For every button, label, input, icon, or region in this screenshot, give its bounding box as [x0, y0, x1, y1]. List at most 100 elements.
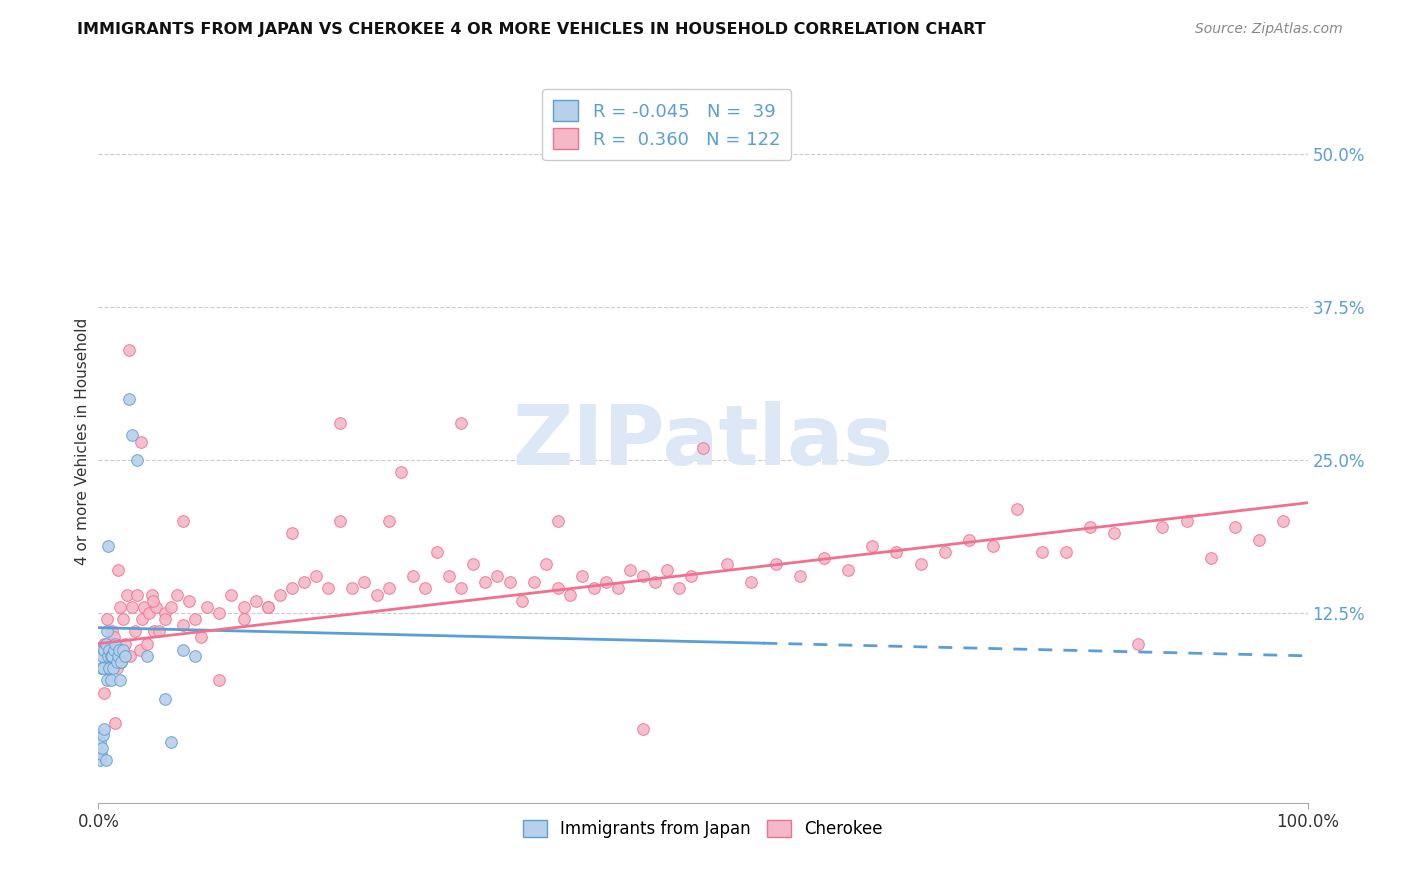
Point — [619, 563, 641, 577]
Point — [957, 533, 980, 547]
Point — [101, 648, 124, 663]
Point — [583, 582, 606, 596]
Point — [981, 539, 1004, 553]
Point — [1152, 520, 1174, 534]
Point — [110, 655, 132, 669]
Point — [110, 655, 132, 669]
Point — [108, 673, 131, 688]
Point — [184, 648, 207, 663]
Point — [377, 514, 399, 528]
Point — [107, 648, 129, 663]
Point — [143, 624, 166, 639]
Point — [179, 593, 201, 607]
Point — [138, 606, 160, 620]
Point — [103, 631, 125, 645]
Point — [142, 593, 165, 607]
Point — [1272, 514, 1295, 528]
Point — [765, 557, 787, 571]
Point — [93, 642, 115, 657]
Point — [91, 648, 114, 663]
Point — [98, 661, 121, 675]
Point — [90, 747, 112, 761]
Point — [172, 618, 194, 632]
Point — [486, 569, 509, 583]
Point — [153, 612, 176, 626]
Point — [523, 575, 546, 590]
Point — [631, 569, 654, 583]
Point — [463, 557, 485, 571]
Point — [96, 673, 118, 688]
Point — [208, 606, 231, 620]
Point — [105, 655, 128, 669]
Point — [97, 648, 120, 663]
Point — [91, 661, 114, 675]
Point — [305, 569, 328, 583]
Point — [104, 637, 127, 651]
Point — [101, 661, 124, 675]
Point — [118, 343, 141, 357]
Point — [97, 539, 120, 553]
Point — [534, 557, 557, 571]
Point — [128, 642, 150, 657]
Point — [547, 514, 569, 528]
Point — [292, 575, 315, 590]
Point — [1128, 637, 1150, 651]
Point — [1249, 533, 1271, 547]
Point — [245, 593, 267, 607]
Point — [100, 673, 122, 688]
Point — [108, 642, 131, 657]
Point — [94, 753, 117, 767]
Point — [172, 642, 194, 657]
Point — [860, 539, 883, 553]
Point — [129, 434, 152, 449]
Point — [329, 416, 352, 430]
Point — [716, 557, 738, 571]
Point — [121, 428, 143, 442]
Point — [195, 599, 218, 614]
Point — [402, 569, 425, 583]
Point — [90, 661, 112, 675]
Point — [740, 575, 762, 590]
Point — [886, 545, 908, 559]
Point — [135, 648, 157, 663]
Point — [281, 582, 304, 596]
Point — [127, 588, 149, 602]
Y-axis label: 4 or more Vehicles in Household: 4 or more Vehicles in Household — [75, 318, 90, 566]
Legend: Immigrants from Japan, Cherokee: Immigrants from Japan, Cherokee — [517, 814, 889, 845]
Point — [103, 642, 125, 657]
Point — [644, 575, 666, 590]
Point — [135, 637, 157, 651]
Point — [353, 575, 375, 590]
Point — [190, 631, 212, 645]
Point — [98, 642, 121, 657]
Point — [221, 588, 243, 602]
Point — [91, 740, 114, 755]
Point — [631, 723, 654, 737]
Point — [377, 582, 399, 596]
Point — [1007, 502, 1029, 516]
Point — [558, 588, 581, 602]
Point — [547, 582, 569, 596]
Point — [184, 612, 207, 626]
Point — [571, 569, 593, 583]
Point — [91, 648, 114, 663]
Point — [141, 588, 163, 602]
Point — [934, 545, 956, 559]
Point — [256, 599, 278, 614]
Point — [94, 637, 117, 651]
Point — [1102, 526, 1125, 541]
Point — [413, 582, 436, 596]
Point — [105, 661, 128, 675]
Point — [100, 624, 122, 639]
Point — [498, 575, 520, 590]
Point — [269, 588, 291, 602]
Point — [232, 612, 254, 626]
Point — [111, 612, 134, 626]
Point — [692, 441, 714, 455]
Point — [342, 582, 364, 596]
Point — [89, 753, 111, 767]
Point — [837, 563, 859, 577]
Point — [114, 637, 136, 651]
Point — [1078, 520, 1101, 534]
Point — [104, 716, 127, 731]
